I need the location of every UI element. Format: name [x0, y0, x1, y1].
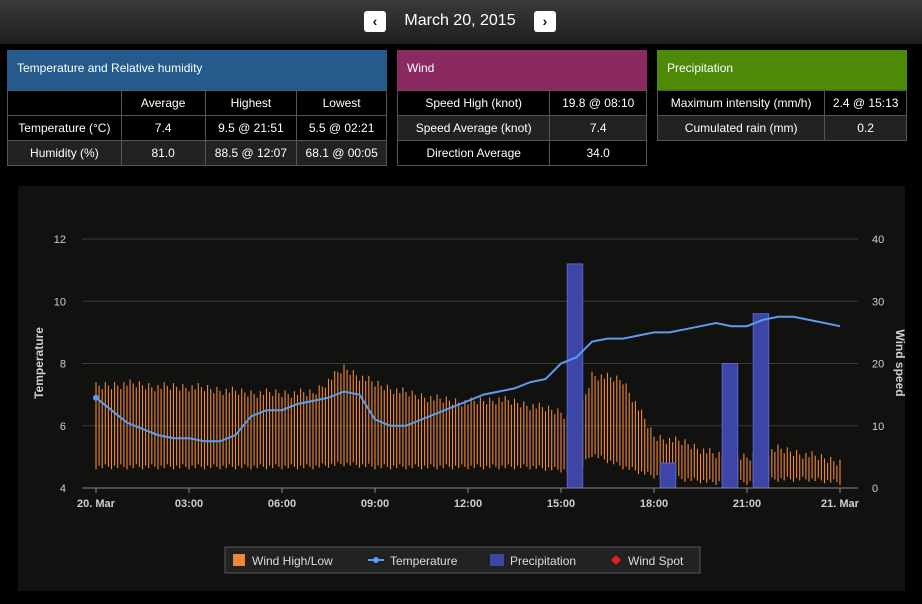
table-cell: Speed Average (knot) — [396, 115, 551, 141]
precipitation-bar — [659, 462, 677, 489]
precipitation-bar — [566, 263, 584, 489]
wind-stats-table: Speed High (knot) 19.8 @ 08:10 Speed Ave… — [396, 90, 647, 166]
table-cell: Temperature (°C) — [7, 115, 122, 141]
legend-swatch-wind-spot — [611, 555, 621, 565]
y2-tick-label: 40 — [872, 234, 884, 246]
x-tick-label: 12:00 — [454, 498, 482, 510]
table-cell: 2.4 @ 15:13 — [824, 90, 907, 116]
table-row: Cumulated rain (mm) 0.2 — [656, 115, 907, 141]
x-tick-label: 09:00 — [361, 498, 389, 510]
y-tick-label: 8 — [60, 359, 66, 371]
y2-tick-label: 30 — [872, 296, 884, 308]
table-cell: Cumulated rain (mm) — [656, 115, 826, 141]
x-tick-label: 18:00 — [640, 498, 668, 510]
x-tick-label: 03:00 — [175, 498, 203, 510]
legend-label: Wind Spot — [628, 554, 684, 568]
table-cell: 34.0 — [549, 140, 647, 166]
y2-axis-title: Wind speed — [893, 329, 905, 396]
weather-chart: 4 6 8 10 12 0 10 20 30 40 20. Mar 03:00 06:00 09:00 12… — [32, 234, 907, 574]
precipitation-bar — [752, 313, 770, 489]
legend-marker-temperature — [373, 557, 379, 563]
table-cell: 81.0 — [120, 140, 206, 166]
x-tick-label: 20. Mar — [77, 498, 116, 510]
legend-swatch-precipitation — [490, 554, 504, 566]
x-tick-label: 06:00 — [268, 498, 296, 510]
table-cell: 9.5 @ 21:51 — [204, 115, 298, 141]
y2-tick-label: 20 — [872, 359, 884, 371]
temperature-humidity-panel: Temperature and Relative humidity Averag… — [7, 50, 387, 166]
temperature-panel-title: Temperature and Relative humidity — [7, 50, 387, 90]
table-row: Maximum intensity (mm/h) 2.4 @ 15:13 — [656, 90, 907, 116]
legend-item-precipitation[interactable]: Precipitation — [490, 554, 576, 568]
precipitation-panel-title: Precipitation — [657, 50, 907, 90]
x-tick-label: 21:00 — [733, 498, 761, 510]
legend-label: Precipitation — [510, 554, 576, 568]
wind-panel: Wind Speed High (knot) 19.8 @ 08:10 Spee… — [396, 50, 647, 166]
table-row: Direction Average 34.0 — [396, 140, 647, 166]
legend-item-wind[interactable]: Wind High/Low — [233, 554, 333, 568]
y-tick-label: 12 — [54, 234, 66, 246]
chevron-left-icon: ‹ — [372, 13, 378, 29]
table-cell: 0.2 — [824, 115, 907, 141]
table-cell: Direction Average — [396, 140, 551, 166]
table-row: Speed High (knot) 19.8 @ 08:10 — [396, 90, 647, 116]
x-tick-label: 15:00 — [547, 498, 575, 510]
table-row: Temperature (°C) 7.4 9.5 @ 21:51 5.5 @ 0… — [7, 115, 387, 141]
previous-day-button[interactable]: ‹ — [364, 11, 386, 32]
table-row: Humidity (%) 81.0 88.5 @ 12:07 68.1 @ 00… — [7, 140, 387, 166]
table-header-cell: Lowest — [296, 90, 387, 116]
temperature-stats-table: Average Highest Lowest Temperature (°C) … — [7, 90, 387, 166]
legend-item-temperature[interactable]: Temperature — [368, 554, 458, 568]
legend-item-wind-spot[interactable]: Wind Spot — [611, 554, 684, 568]
y-tick-label: 4 — [60, 483, 66, 495]
next-day-button[interactable]: › — [534, 11, 556, 32]
table-header-cell: Highest — [204, 90, 298, 116]
legend-label: Wind High/Low — [252, 554, 333, 568]
chart-legend: Wind High/Low Temperature Precipitation … — [224, 546, 701, 574]
table-row: Speed Average (knot) 7.4 — [396, 115, 647, 141]
table-cell: 5.5 @ 02:21 — [296, 115, 387, 141]
temperature-point — [93, 394, 99, 401]
y2-tick-label: 0 — [872, 483, 878, 495]
y-tick-label: 6 — [60, 421, 66, 433]
chevron-right-icon: › — [542, 13, 548, 29]
table-cell: 7.4 — [120, 115, 206, 141]
wind-panel-title: Wind — [397, 50, 647, 90]
precipitation-panel: Precipitation Maximum intensity (mm/h) 2… — [656, 50, 907, 141]
table-cell: 68.1 @ 00:05 — [296, 140, 387, 166]
table-header-cell: Average — [120, 90, 206, 116]
y2-tick-label: 10 — [872, 421, 884, 433]
table-cell: 19.8 @ 08:10 — [549, 90, 647, 116]
legend-label: Temperature — [390, 554, 458, 568]
precipitation-bar — [721, 363, 739, 489]
table-cell: Maximum intensity (mm/h) — [656, 90, 826, 116]
page-title: March 20, 2015 — [404, 12, 516, 29]
weather-chart-container: 4 6 8 10 12 0 10 20 30 40 20. Mar 03:00 06:00 09:00 12… — [18, 186, 907, 591]
table-header-cell — [7, 90, 122, 116]
table-cell: 88.5 @ 12:07 — [204, 140, 298, 166]
table-header-row: Average Highest Lowest — [7, 90, 387, 116]
y-axis-title: Temperature — [32, 327, 46, 399]
table-cell: 7.4 — [549, 115, 647, 141]
table-cell: Humidity (%) — [7, 140, 122, 166]
temperature-line — [95, 315, 841, 443]
x-tick-label: 21. Mar — [821, 498, 860, 510]
table-cell: Speed High (knot) — [396, 90, 551, 116]
precipitation-stats-table: Maximum intensity (mm/h) 2.4 @ 15:13 Cum… — [656, 90, 907, 141]
legend-swatch-wind — [233, 554, 245, 566]
date-navigation-bar: ‹ March 20, 2015 › — [0, 0, 922, 44]
y-tick-label: 10 — [54, 296, 66, 308]
